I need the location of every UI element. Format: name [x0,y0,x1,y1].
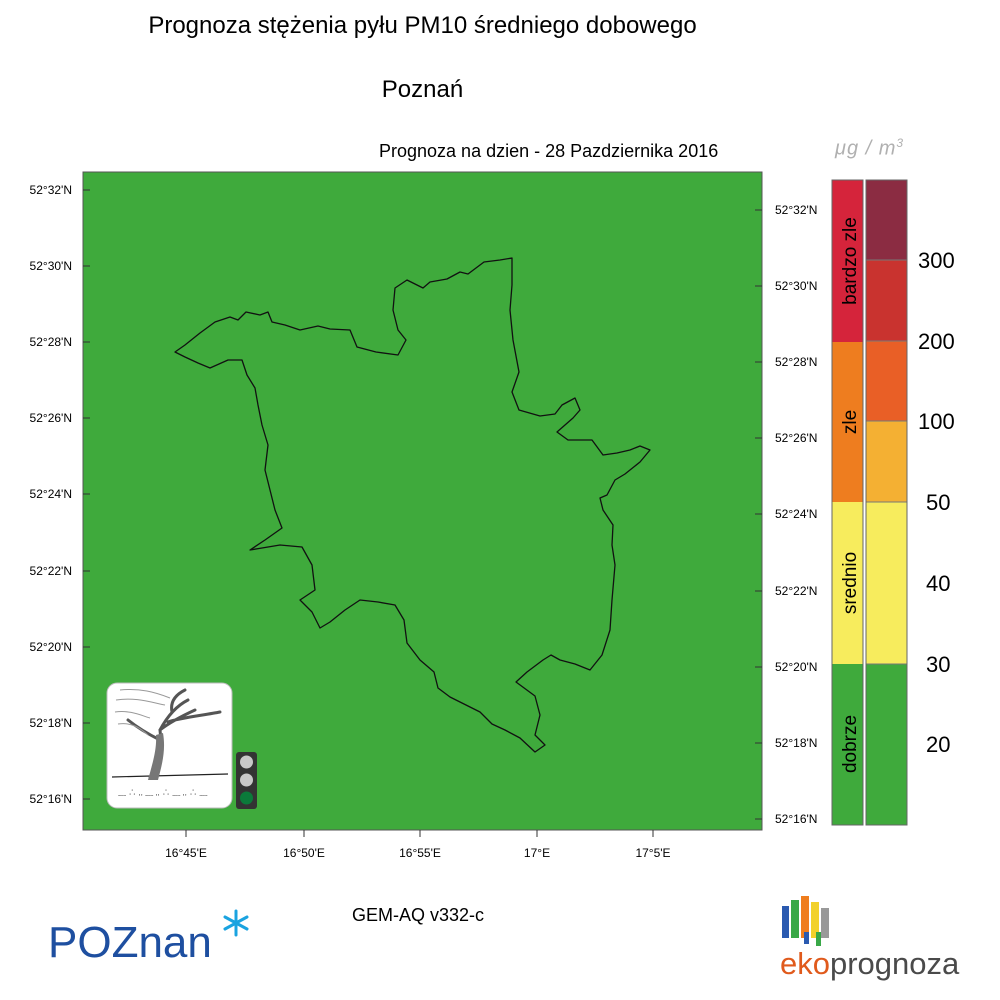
scale-label: 20 [926,732,950,757]
traffic-light-green [240,791,253,805]
scale-30-50 [866,502,907,664]
lat-label-right: 52°26'N [775,431,817,445]
scale-below-30 [866,664,907,825]
lat-axis-left: 52°32'N 52°30'N 52°28'N 52°26'N 52°24'N … [30,183,90,806]
category-zle [832,342,863,502]
lat-label-left: 52°28'N [30,335,72,349]
lat-label-left: 52°20'N [30,640,72,654]
lon-label: 17°5'E [635,846,670,860]
scale-label: 40 [926,571,950,596]
scale-50-100 [866,421,907,502]
category-srednio [832,502,863,664]
traffic-light-yellow [240,773,253,787]
scale-label: 100 [918,409,955,434]
lat-label-right: 52°32'N [775,203,817,217]
category-label: zle [840,410,861,434]
scale-label: 50 [926,490,950,515]
lon-label: 17°E [524,846,550,860]
lat-label-right: 52°20'N [775,660,817,674]
scale-label: 30 [926,652,950,677]
model-label: GEM-AQ v332-c [352,905,485,925]
wind-tree-icon: ﹏ ∴ ,, ﹏ ,, ∴ ﹏ ,, ∴ ﹏ [106,682,233,809]
city-boundary [174,257,651,753]
lat-label-left: 52°18'N [30,716,72,730]
scale-200-300 [866,260,907,341]
lat-label-left: 52°22'N [30,564,72,578]
poznan-logo: POZnan [48,909,249,965]
city-subtitle: Poznań [381,76,464,103]
lat-label-left: 52°26'N [30,411,72,425]
legend-category-bar: bardzo zle zle srednio dobrze [831,179,864,826]
svg-text:POZnan: POZnan [48,918,212,965]
lat-label-right: 52°28'N [775,355,817,369]
scale-100-200 [866,341,907,421]
lat-label-right: 52°30'N [775,279,817,293]
category-bardzo-zle [832,180,863,342]
map-figure: 52°32'N 52°30'N 52°28'N 52°26'N 52°24'N … [30,171,955,860]
lon-axis: 16°45'E 16°50'E 16°55'E 17°E 17°5'E [165,830,671,860]
lat-label-left: 52°30'N [30,259,72,273]
scale-300-plus [866,180,907,260]
scale-label: 200 [918,329,955,354]
lat-label-right: 52°16'N [775,812,817,826]
legend-scale-bar: 300 200 100 50 40 30 20 [865,179,955,826]
lat-label-right: 52°22'N [775,584,817,598]
lat-label-left: 52°32'N [30,183,72,197]
lat-axis-right: 52°32'N 52°30'N 52°28'N 52°26'N 52°24'N … [755,203,817,826]
lon-label: 16°55'E [399,846,441,860]
unit-label: μg / m3 [835,136,905,160]
category-dobrze [832,664,863,825]
traffic-light-red [240,755,253,769]
traffic-light-icon [236,752,257,809]
category-label: srednio [840,552,861,614]
ekoprognoza-logo-icon [782,896,829,946]
page-title: Prognoza stężenia pyłu PM10 średniego do… [148,12,697,39]
lat-label-left: 52°16'N [30,792,72,806]
lat-label-left: 52°24'N [30,487,72,501]
category-label: bardzo zle [840,217,861,305]
ekoprognoza-wordmark: ekoprognoza [780,946,960,981]
lat-label-right: 52°18'N [775,736,817,750]
lon-label: 16°50'E [283,846,325,860]
svg-text:﹏ ∴ ,, ﹏ ,, ∴ ﹏ ,, ∴ ﹏: ﹏ ∴ ,, ﹏ ,, ∴ ﹏ ,, ∴ ﹏ [118,788,207,797]
lon-label: 16°45'E [165,846,207,860]
category-label: dobrze [840,715,861,773]
scale-label: 300 [918,248,955,273]
lat-label-right: 52°24'N [775,507,817,521]
forecast-date: Prognoza na dzien - 28 Pazdziernika 2016 [379,141,719,161]
